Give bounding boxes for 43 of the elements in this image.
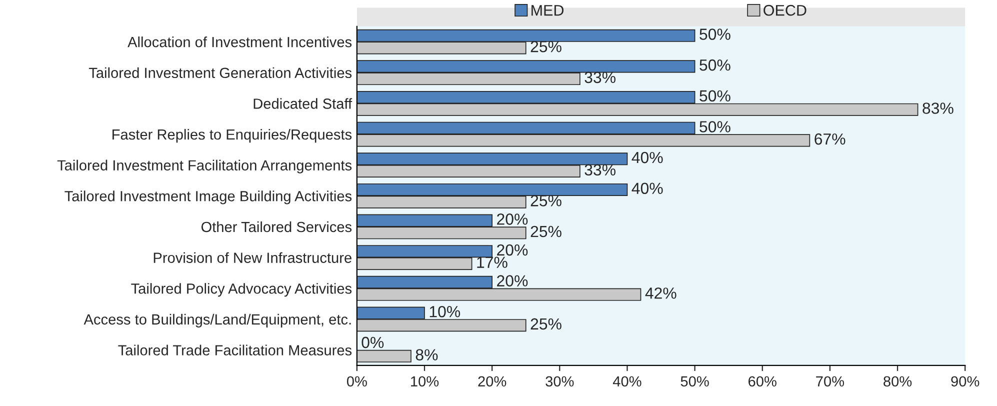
data-label: 50% — [700, 59, 730, 71]
y-tick-label: Tailored Trade Facilitation Measures — [118, 344, 352, 356]
data-label: 50% — [700, 121, 730, 132]
data-label: 8% — [416, 349, 438, 360]
bar — [356, 350, 412, 362]
y-tick-label: Provision of New Infrastructure — [154, 252, 352, 263]
y-tick-label: Tailored Investment Facilitation Arrangements — [57, 160, 352, 174]
data-label: 17% — [477, 256, 508, 268]
data-label: 25% — [530, 318, 562, 330]
data-label: 83% — [922, 102, 954, 114]
x-tick-label: 40% — [612, 376, 642, 387]
y-tick-label: Access to Buildings/Land/Equipment, etc. — [84, 314, 351, 328]
y-tick-label: Other Tailored Services — [201, 221, 352, 232]
y-tick-label: Tailored Investment Image Building Activities — [64, 190, 352, 204]
data-label: 42% — [645, 287, 676, 299]
x-tick-label: 50% — [680, 376, 709, 387]
x-tick-label: 20% — [478, 376, 506, 387]
y-tick-label: Tailored Investment Generation Activities — [88, 67, 352, 78]
data-label: 0% — [362, 336, 384, 348]
data-label: 10% — [430, 306, 460, 318]
data-label: 40% — [632, 182, 663, 194]
data-label: 67% — [814, 133, 846, 145]
x-tick-label: 30% — [546, 376, 574, 387]
y-tick-label: Dedicated Staff — [254, 98, 352, 109]
x-tick-label: 60% — [748, 376, 776, 387]
x-tick-label: 10% — [411, 376, 439, 387]
data-label: 20% — [497, 214, 528, 225]
legend-label: MED — [532, 5, 564, 16]
x-tick-label: 70% — [816, 376, 844, 387]
data-label: 40% — [632, 152, 663, 164]
x-tick-label: 80% — [884, 376, 912, 387]
data-label: 20% — [497, 275, 528, 286]
data-label: 50% — [700, 90, 730, 102]
legend-label: OECD — [764, 4, 806, 16]
data-label: 20% — [497, 244, 528, 256]
y-tick-label: Allocation of Investment Incentives — [128, 36, 352, 48]
x-tick-label: 90% — [951, 376, 980, 387]
y-tick-label: Tailored Policy Advocacy Activities — [131, 283, 352, 297]
data-label: 50% — [700, 28, 730, 40]
data-label: 25% — [530, 226, 562, 238]
x-tick-label: 0% — [346, 376, 367, 387]
y-tick-label: Faster Replies to Enquiries/Requests — [112, 128, 352, 143]
data-label: 25% — [530, 40, 562, 52]
